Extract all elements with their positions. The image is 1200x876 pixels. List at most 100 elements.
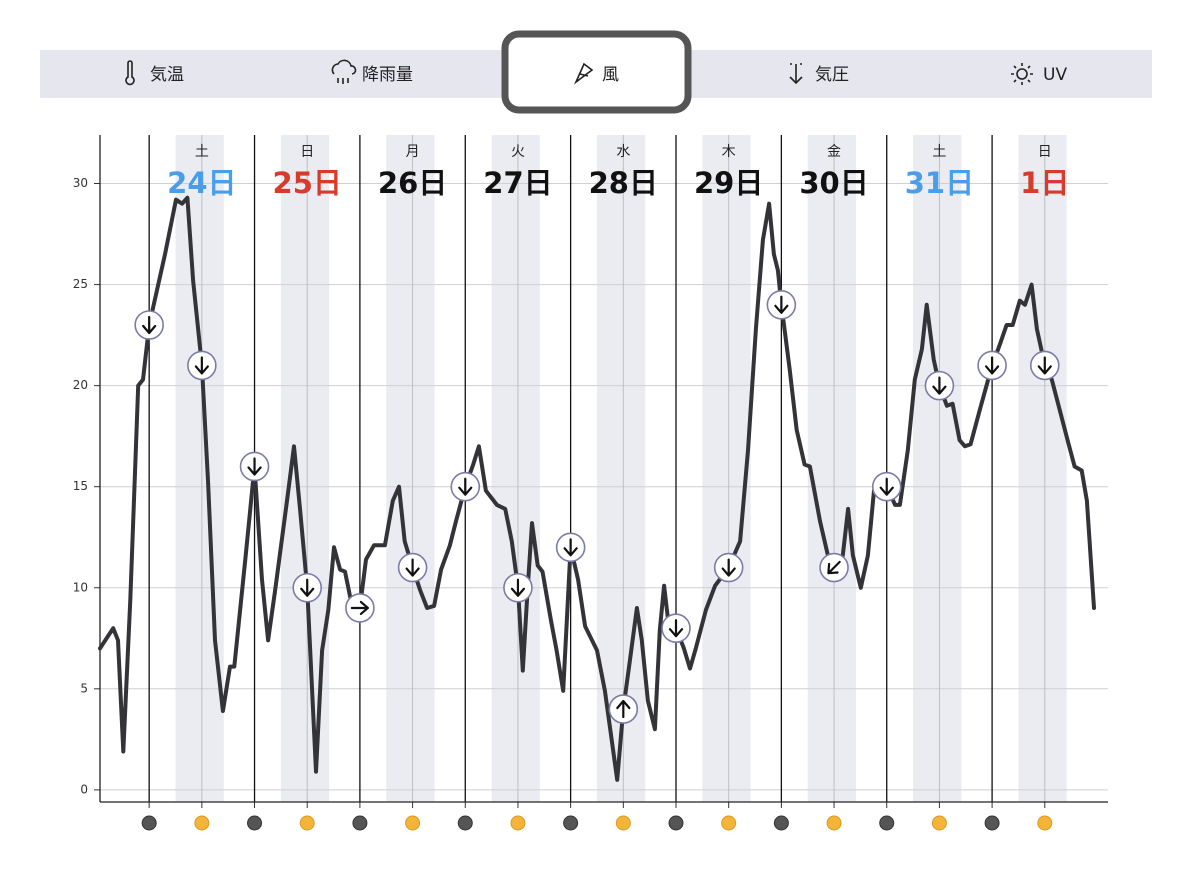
weather-icon — [615, 815, 631, 831]
weekday-label: 金 — [827, 144, 841, 160]
wind-marker — [345, 593, 375, 623]
weather-icon — [668, 815, 684, 831]
wind-marker — [871, 471, 902, 502]
pressure-icon — [789, 63, 803, 85]
marker-arrow — [1037, 356, 1052, 375]
marker-arrow — [668, 619, 684, 638]
wind-marker — [924, 370, 955, 401]
date-label: 24日 — [167, 166, 236, 200]
marker-arrow — [932, 376, 947, 395]
y-tick-label: 5 — [80, 681, 88, 695]
wind-icon — [574, 62, 594, 85]
wind-marker — [187, 350, 217, 381]
shade-band — [1018, 135, 1067, 802]
marker-arrow — [984, 356, 1000, 375]
wind-marker — [134, 310, 164, 340]
weekday-label: 土 — [932, 144, 946, 160]
weather-icon — [773, 815, 789, 831]
shade-band — [491, 135, 540, 802]
rain-icon — [331, 59, 357, 84]
weather-icon — [299, 815, 315, 831]
wind-marker — [977, 350, 1007, 381]
shade-band — [386, 135, 435, 802]
tab-label[interactable]: 降雨量 — [362, 65, 413, 85]
wind-marker — [713, 552, 744, 583]
tab-label[interactable]: 気温 — [150, 65, 184, 85]
marker-arrow — [563, 538, 578, 557]
y-tick-label: 15 — [73, 479, 88, 493]
marker-arrow — [827, 560, 841, 575]
wind-marker — [819, 552, 849, 583]
marker-arrow — [774, 295, 789, 314]
wind-marker — [239, 451, 270, 482]
marker-arrow — [300, 578, 315, 597]
weather-icon — [194, 815, 210, 831]
date-label: 28日 — [589, 166, 658, 200]
weather-icon — [141, 815, 157, 831]
weather-icon — [984, 815, 1000, 831]
wind-marker — [661, 613, 691, 643]
tab-label[interactable]: UV — [1043, 65, 1067, 85]
weather-icon — [931, 815, 947, 831]
shade-band — [175, 135, 224, 802]
wind-marker — [1029, 350, 1060, 381]
tabs: 気温 降雨量 風 気圧 UV — [150, 65, 1067, 85]
tab-label[interactable]: 気圧 — [815, 65, 849, 85]
date-label: 26日 — [378, 166, 447, 200]
marker-arrow — [458, 477, 473, 496]
marker-arrow — [721, 558, 736, 577]
weather-icon — [879, 815, 895, 831]
weekday-label: 月 — [406, 144, 420, 160]
marker-arrow — [879, 477, 894, 496]
weather-icon — [405, 815, 421, 831]
uv-icon — [1016, 68, 1028, 80]
date-label: 27日 — [483, 166, 552, 200]
weather-icon — [510, 815, 526, 831]
marker-arrow — [247, 457, 262, 476]
marker-arrow — [616, 699, 631, 719]
weather-icon — [247, 815, 263, 831]
shade-band — [807, 135, 856, 802]
wind-marker — [503, 572, 533, 603]
tab-label[interactable]: 風 — [602, 65, 619, 85]
weather-icon — [352, 815, 368, 831]
date-label: 29日 — [694, 166, 763, 200]
date-label: 30日 — [799, 166, 868, 200]
date-label: 25日 — [273, 166, 342, 200]
weather-icon — [563, 815, 579, 831]
shade-band — [280, 135, 330, 802]
y-tick-label: 30 — [73, 176, 88, 190]
wind-marker — [397, 552, 428, 583]
wind-marker — [292, 572, 323, 603]
weekday-label: 日 — [300, 144, 314, 160]
weekday-label: 木 — [722, 144, 736, 160]
selected-tab-frame[interactable] — [501, 30, 692, 114]
y-tick-label: 25 — [73, 277, 88, 291]
date-label: 1日 — [1020, 166, 1069, 200]
shade-band — [913, 135, 962, 802]
marker-arrow — [142, 315, 157, 335]
tab-icons — [125, 59, 1033, 86]
shade-band — [702, 135, 751, 802]
wind-marker — [555, 532, 586, 563]
weekday-label: 土 — [195, 144, 209, 160]
y-tick-label: 20 — [73, 378, 88, 392]
wind-marker — [608, 694, 639, 724]
marker-arrow — [405, 558, 420, 577]
weather-icon — [1037, 815, 1053, 831]
wind-marker — [766, 289, 797, 320]
date-label: 31日 — [905, 166, 974, 200]
wind-line — [98, 195, 1096, 782]
y-tick-label: 0 — [80, 782, 88, 796]
marker-arrow — [510, 578, 526, 597]
marker-arrow — [194, 356, 209, 375]
weekday-label: 日 — [1038, 144, 1052, 160]
thermometer-icon — [125, 60, 135, 86]
weather-icon — [826, 815, 842, 831]
uv-rays — [1011, 63, 1033, 85]
wind-marker — [450, 471, 481, 502]
weekday-label: 火 — [511, 144, 525, 160]
marker-arrow — [350, 600, 370, 616]
weather-icon — [457, 815, 473, 831]
